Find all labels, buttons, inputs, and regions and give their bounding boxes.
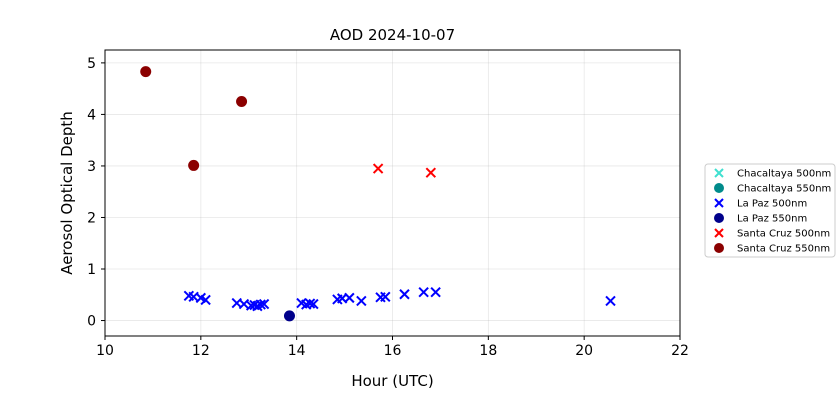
data-point — [425, 167, 437, 178]
data-point — [200, 294, 211, 306]
legend-marker — [714, 228, 724, 238]
data-point — [605, 295, 616, 307]
data-point — [372, 163, 384, 174]
grid — [104, 50, 681, 336]
y-tick-label: 0 — [87, 314, 96, 330]
legend-box — [704, 163, 836, 258]
y-axis-label: Aerosol Optical Depth — [58, 111, 76, 275]
y-axis: 0 1 2 3 4 5 — [87, 56, 105, 330]
x-tick-label: 16 — [384, 343, 402, 359]
legend-label: Chacaltaya 500nm — [737, 169, 831, 180]
data-point — [399, 289, 410, 300]
x-axis-label: Hour (UTC) — [351, 372, 433, 390]
data-point — [140, 66, 152, 78]
legend: Chacaltaya 500nm Chacaltaya 550nm La Paz 5… — [704, 163, 836, 258]
data-point — [430, 286, 441, 298]
x-tick-label: 22 — [671, 343, 689, 359]
x-tick-label: 20 — [575, 343, 593, 359]
data-point — [418, 286, 429, 298]
x-tick-label: 14 — [288, 343, 306, 359]
y-tick-label: 5 — [87, 56, 96, 72]
data-point — [255, 299, 266, 310]
legend-label: Santa Cruz 550nm — [737, 244, 830, 255]
y-tick-label: 1 — [87, 262, 96, 278]
data-point — [283, 310, 295, 322]
data-point — [304, 298, 316, 309]
y-tick-label: 3 — [87, 159, 96, 175]
legend-marker — [714, 198, 724, 208]
legend-marker — [714, 213, 724, 223]
data-point — [356, 295, 367, 307]
data-point — [308, 298, 319, 310]
data-point — [188, 159, 200, 171]
legend-label: Chacaltaya 550nm — [737, 184, 831, 195]
y-tick-label: 2 — [87, 210, 96, 226]
legend-marker — [714, 243, 724, 253]
data-point — [258, 298, 270, 310]
x-tick-label: 10 — [96, 343, 114, 359]
chart-title: AOD 2024-10-07 — [330, 26, 455, 44]
x-tick-label: 12 — [192, 343, 210, 359]
y-tick-label: 4 — [87, 107, 96, 123]
data-point — [344, 292, 355, 304]
data-points — [140, 66, 616, 322]
legend-label: La Paz 550nm — [737, 214, 807, 225]
data-point — [236, 96, 248, 108]
x-tick-label: 18 — [479, 343, 497, 359]
x-axis: 10 12 14 16 18 20 22 — [96, 336, 689, 359]
legend-marker — [714, 183, 724, 193]
legend-label: La Paz 500nm — [737, 199, 807, 210]
legend-marker — [714, 168, 724, 178]
legend-label: Santa Cruz 500nm — [737, 229, 830, 240]
data-point — [380, 291, 391, 303]
